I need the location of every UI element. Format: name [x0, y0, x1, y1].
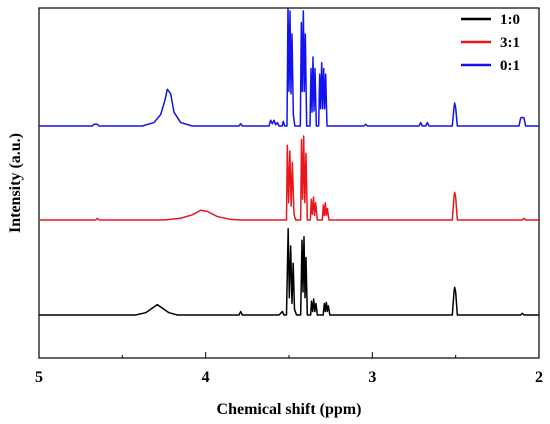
x-tick-label: 4	[202, 369, 210, 386]
series-line-3	[39, 8, 539, 127]
legend-label-3: 0:1	[500, 58, 520, 74]
legend: 1:0 3:1 0:1	[461, 12, 520, 74]
y-axis-title: Intensity (a.u.)	[7, 133, 24, 233]
series-line-2	[39, 135, 539, 221]
x-axis-title: Chemical shift (ppm)	[217, 401, 362, 418]
legend-label-1: 1:0	[500, 12, 520, 28]
x-axis-ticks: 5 4 3 2	[35, 352, 543, 386]
x-tick-label: 2	[535, 369, 543, 386]
x-tick-label: 3	[368, 369, 376, 386]
legend-label-2: 3:1	[500, 35, 520, 51]
x-tick-label: 5	[35, 369, 43, 386]
series-line-1	[39, 228, 539, 316]
series-layer	[39, 8, 539, 316]
